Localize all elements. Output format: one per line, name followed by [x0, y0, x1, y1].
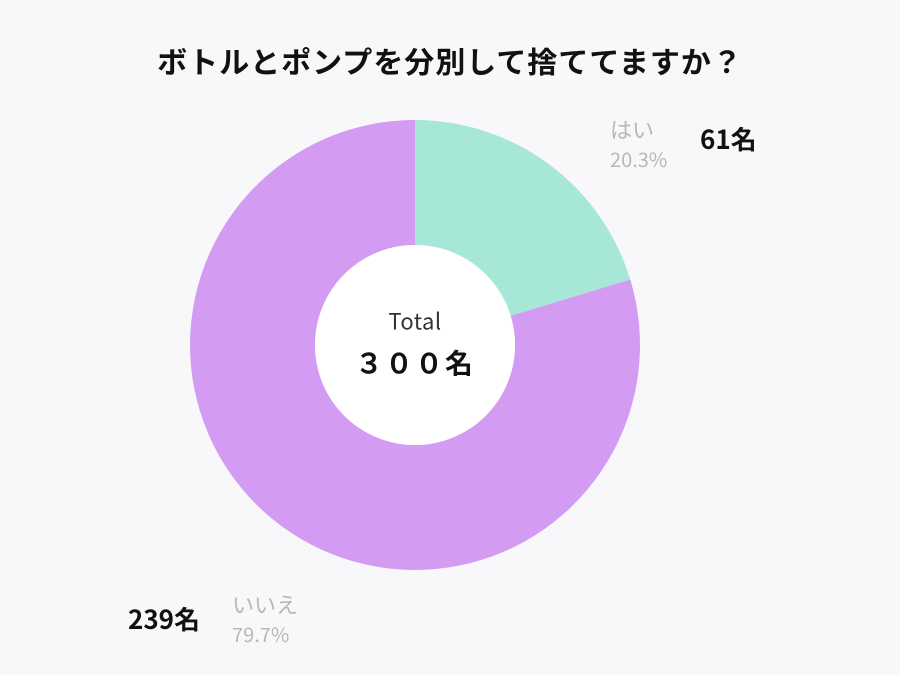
slice-label-yes: はい 20.3%: [610, 115, 667, 172]
slice-name-yes: はい: [610, 115, 667, 145]
slice-pct-yes: 20.3%: [610, 145, 667, 172]
slice-label-no: いいえ 79.7%: [232, 590, 298, 647]
total-word: Total: [355, 304, 475, 336]
donut-chart: Total ３００名: [180, 110, 650, 580]
slice-count-no: 239名: [128, 600, 200, 637]
total-value: ３００名: [355, 342, 475, 382]
center-label: Total ３００名: [355, 304, 475, 382]
slice-pct-no: 79.7%: [232, 620, 298, 647]
slice-name-no: いいえ: [232, 590, 298, 620]
chart-title: ボトルとポンプを分別して捨ててますか？: [0, 38, 900, 82]
slice-count-yes: 61名: [700, 120, 757, 157]
